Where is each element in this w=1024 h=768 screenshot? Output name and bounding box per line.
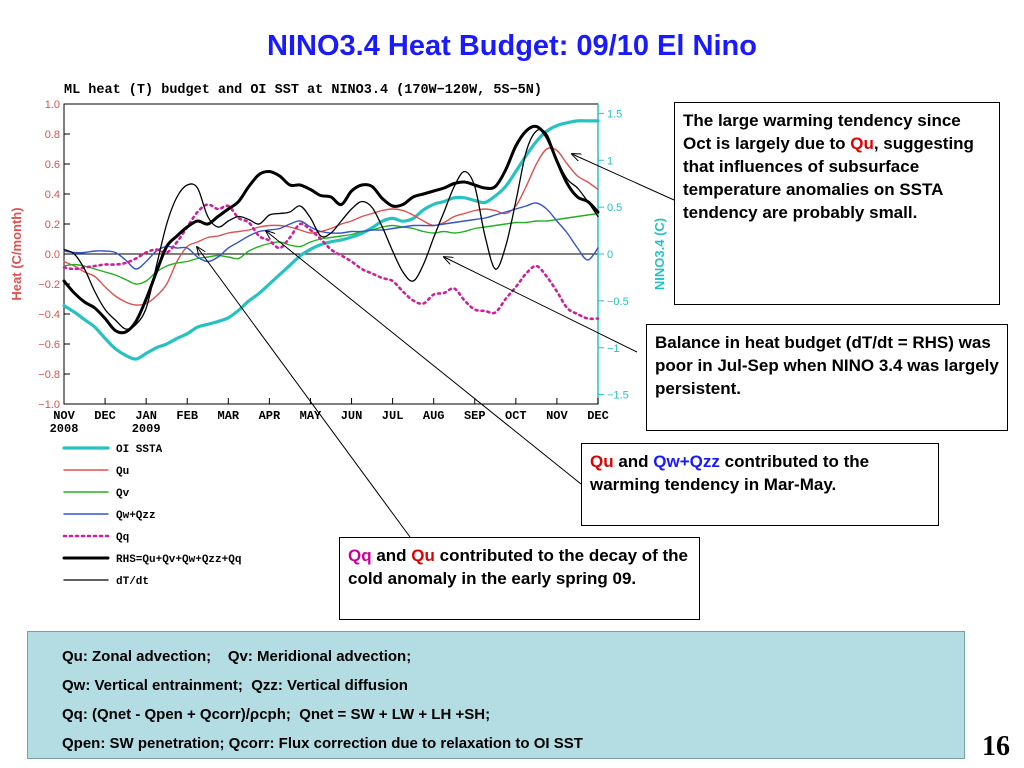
legend-label-dt-dt: dT/dt [116,576,149,588]
annotation-text: and [371,546,412,565]
x-tick-label: NOV [53,409,75,423]
y2-tick-label: 1 [607,155,613,167]
annotation-text: contributed to the decay of the cold ano… [348,546,689,588]
qq-highlight: Qq [348,546,372,565]
annotation-text: Balance in heat budget (dT/dt = RHS) was… [655,333,999,398]
annotation-text: , suggesting that influences of subsurfa… [683,134,974,222]
y-tick-label: −1.0 [38,399,60,411]
y-tick-label: −0.4 [38,309,60,321]
x-tick-label: MAR [218,409,240,423]
legend-label-qw-qzz: Qw+Qzz [116,510,156,522]
series-line-rhs-qu-qv-qw-qzz-qq [62,124,600,335]
y-tick-label: 0.0 [45,249,60,261]
x-tick-label: MAY [300,409,322,423]
y2-tick-label: −1.5 [607,390,629,402]
qu-highlight: Qu [850,134,874,153]
annotation-text: and [613,452,654,471]
qwqzz-highlight: Qw+Qzz [653,452,720,471]
legend-label-qu: Qu [116,466,129,478]
series-layer [62,119,600,361]
annotation-box-balance: Balance in heat budget (dT/dt = RHS) was… [646,324,1008,431]
y2-tick-label: −0.5 [607,296,629,308]
x-tick-label: NOV [546,409,568,423]
annotation-text: contributed to the warming tendency in M… [590,452,870,494]
qu-highlight: Qu [411,546,435,565]
y-axis-ticks: 1.0 0.8 0.6 0.4 0.2 0.0 −0.2 −0.4 −0.6 −0.8 −1.0 [38,99,70,411]
legend-label-oi-ssta: OI SSTA [116,444,163,456]
y2-tick-label: 0.5 [607,202,622,214]
y-tick-label: 0.2 [45,219,60,231]
legend-label-qv: Qv [116,488,130,500]
qu-highlight: Qu [590,452,614,471]
annotation-text: The large warming tendency since Oct is … [683,111,961,153]
annotation-box-mar-may: Qu and Qw+Qzz contributed to the warming… [581,443,939,526]
x-tick-year-label: 2008 [50,422,79,436]
y2-axis-ticks: 1.5 1 0.5 0 −0.5 −1 −1.5 [598,108,629,402]
series-line-oi-ssta [62,119,600,361]
x-tick-label: OCT [505,409,527,423]
definition-line: Qq: (Qnet - Qpen + Qcorr)/ρcph; Qnet = S… [62,706,491,723]
slide-title: NINO3.4 Heat Budget: 09/10 El Nino [267,30,757,62]
series-line-dt-dt [63,128,599,330]
y-tick-label: 0.4 [45,189,60,201]
series-line-qw-qzz [63,202,599,270]
x-tick-label: DEC [94,409,116,423]
x-tick-label: SEP [464,409,486,423]
chart-title: ML heat (T) budget and OI SST at NINO3.4… [64,83,542,98]
definition-line: Qpen: SW penetration; Qcorr: Flux correc… [62,735,583,752]
annotation-box-warming: The large warming tendency since Oct is … [674,102,1000,305]
chart-legend: OI SSTA Qu Qv Qw+Qzz Qq RHS=Qu+Qv+Qw+Qzz+Qq dT… [62,444,241,588]
y-axis-label: Heat (C/month) [9,207,24,300]
x-tick-label: JAN [135,409,157,423]
y-tick-label: −0.6 [38,339,60,351]
definition-line: Qu: Zonal advection; Qv: Meridional adve… [62,648,412,665]
x-tick-label: DEC [587,409,609,423]
x-tick-label: AUG [423,409,445,423]
legend-label-rhs-qu-qv-qw-qzz-qq: RHS=Qu+Qv+Qw+Qzz+Qq [116,554,241,566]
definition-line: Qw: Vertical entrainment; Qzz: Vertical … [62,677,408,694]
x-tick-year-label: 2009 [132,422,161,436]
x-tick-label: JUL [382,409,404,423]
series-line-qu [63,147,599,306]
y-tick-label: −0.2 [38,279,60,291]
y-tick-label: 0.8 [45,129,60,141]
definitions-panel: Qu: Zonal advection; Qv: Meridional adve… [27,631,965,759]
y2-tick-label: 0 [607,249,613,261]
y2-axis-label: NINO3.4 (C) [652,218,667,290]
heat-budget-chart: ML heat (T) budget and OI SST at NINO3.4… [9,83,667,588]
page-number: 16 [982,731,1010,762]
legend-label-qq: Qq [116,532,129,544]
x-tick-label: JUN [341,409,363,423]
annotation-box-spring: Qq and Qu contributed to the decay of th… [339,537,700,620]
y-tick-label: −0.8 [38,369,60,381]
y-tick-label: 0.6 [45,159,60,171]
x-tick-label: APR [259,409,281,423]
series-line-qv [63,212,599,285]
x-tick-label: FEB [176,409,198,423]
y2-tick-label: 1.5 [607,108,622,120]
y2-tick-label: −1 [607,343,620,355]
y-tick-label: 1.0 [45,99,60,111]
